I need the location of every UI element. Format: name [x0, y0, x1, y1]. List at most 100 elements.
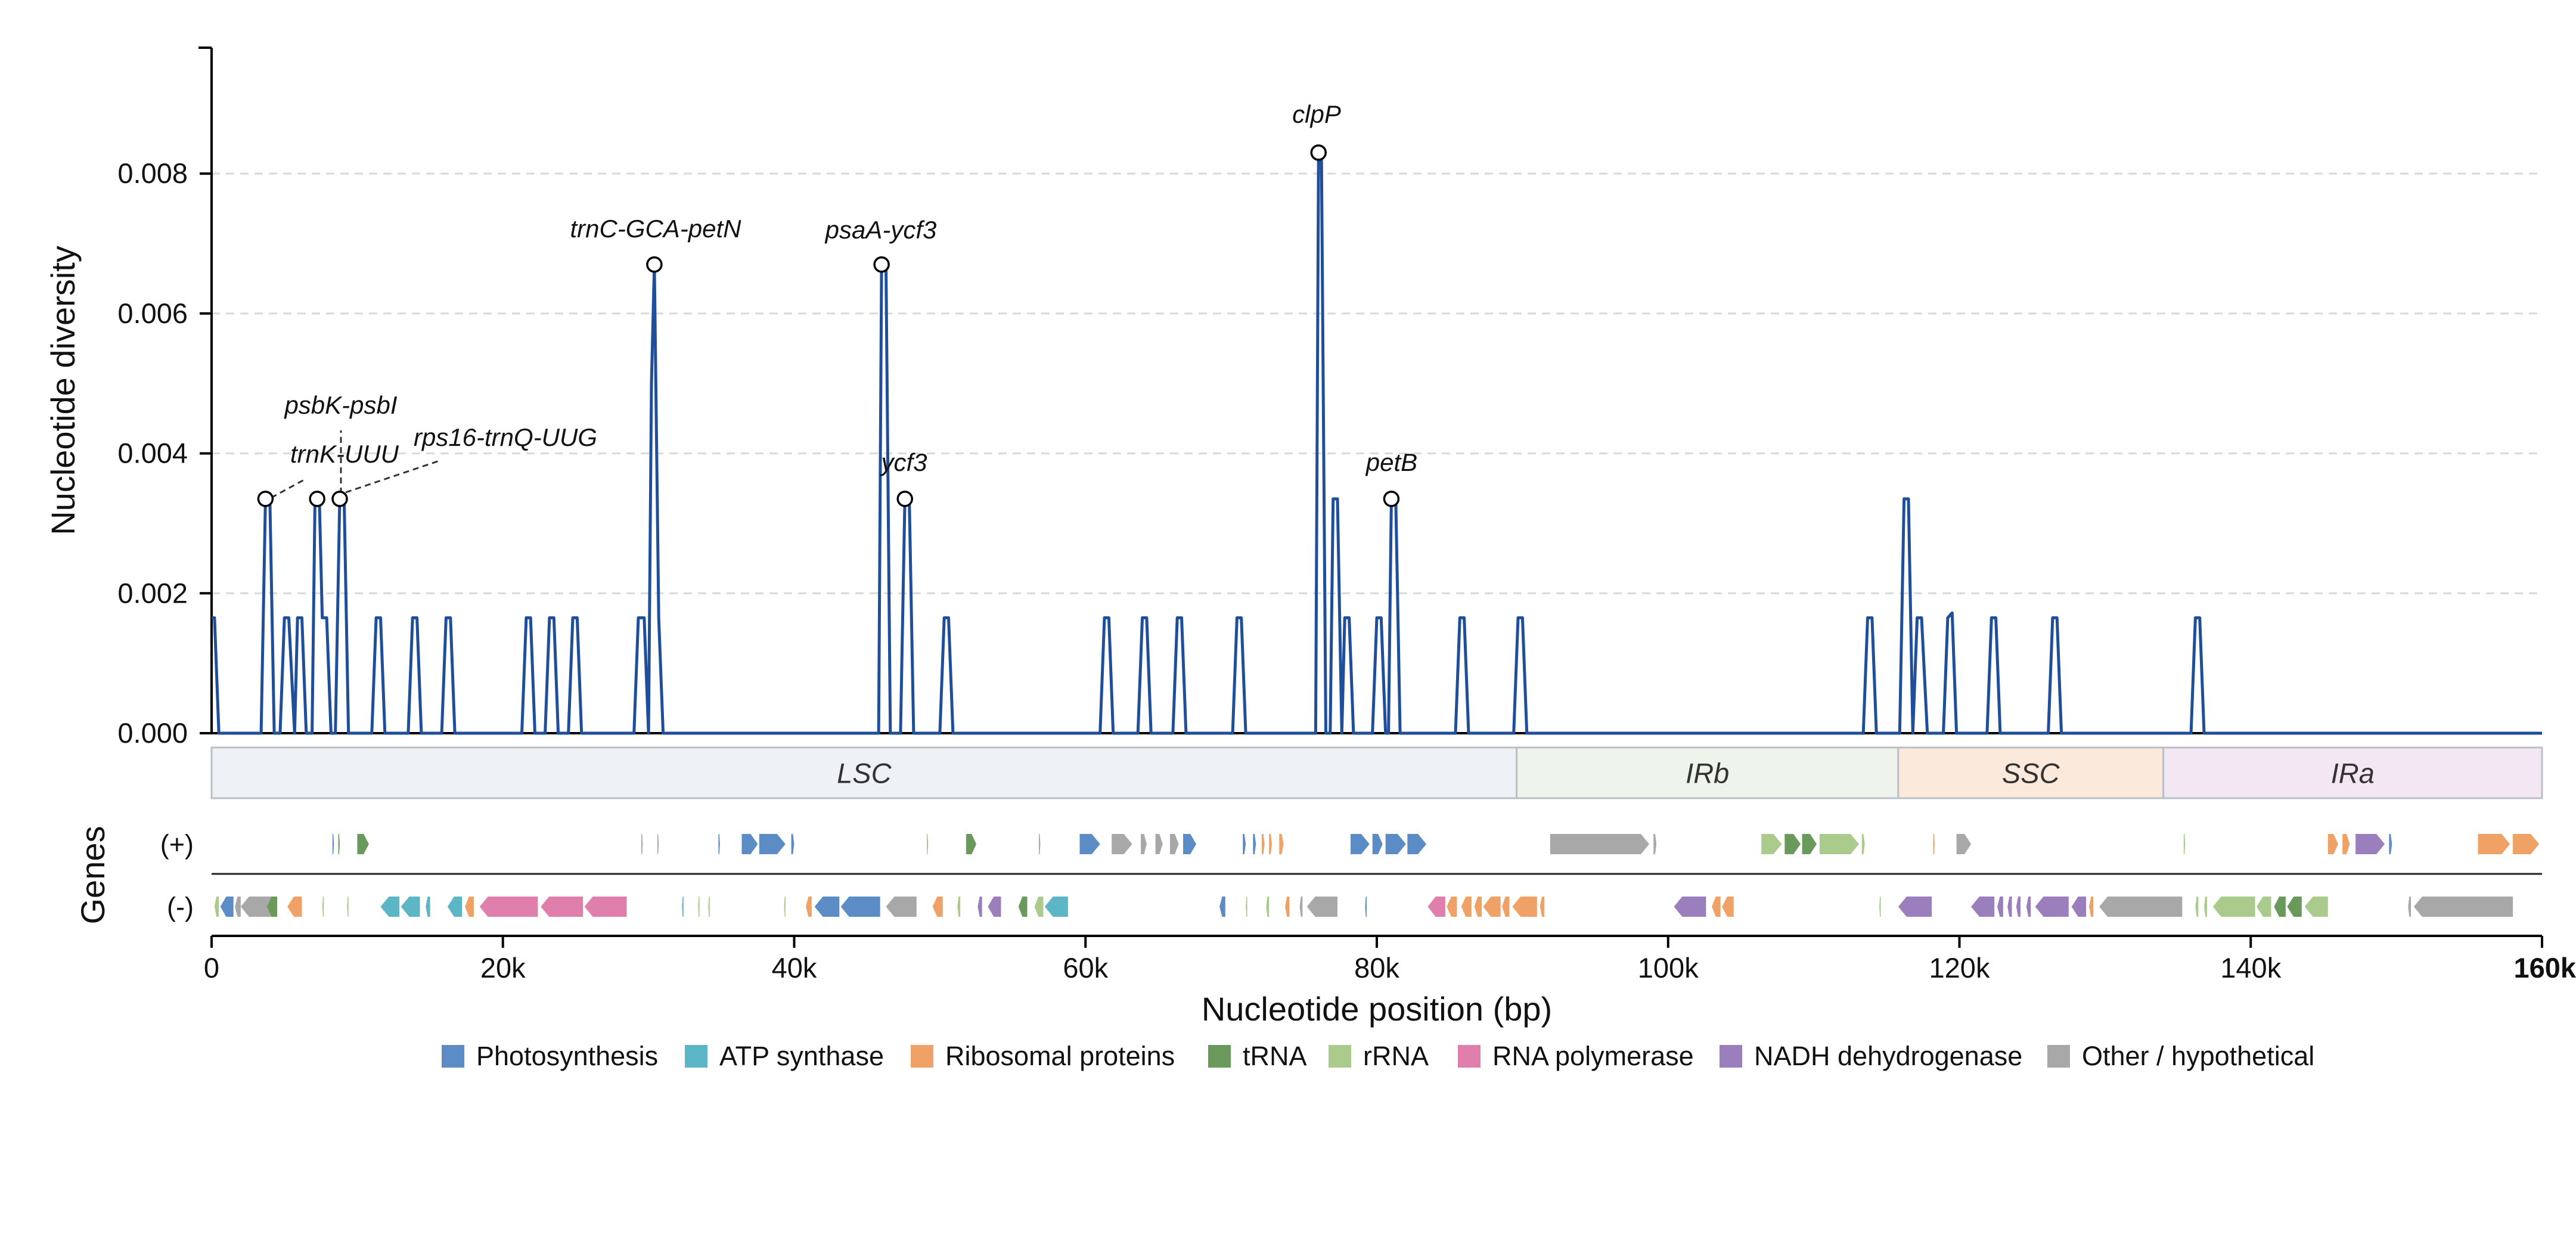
gene-arrow — [1653, 834, 1657, 854]
region-label: IRb — [1686, 758, 1729, 789]
gene-arrow — [957, 897, 961, 917]
gene-arrow — [401, 897, 420, 917]
peak-label: trnC-GCA-petN — [570, 215, 741, 243]
gene-arrow — [966, 834, 976, 854]
gene-arrow — [1034, 897, 1044, 917]
gene-arrow — [1956, 834, 1972, 854]
gene-arrow — [2287, 897, 2302, 917]
gene-arrow — [1170, 834, 1179, 854]
legend-label: NADH dehydrogenase — [1754, 1041, 2022, 1071]
legend-swatch — [1329, 1045, 1351, 1068]
genome-regions: LSC IRb SSC IRa — [210, 746, 2543, 799]
y-tick-label: 0.004 — [117, 438, 188, 469]
gene-arrow — [2413, 897, 2513, 917]
gene-arrow — [2195, 897, 2199, 917]
peak-annotations: trnK-UUU psbK-psbI rps16-trnQ-UUG trnC-GCA-… — [283, 100, 1417, 476]
peak-label: ycf3 — [879, 448, 927, 476]
x-axis-title: Nucleotide position (bp) — [1202, 990, 1552, 1028]
gene-arrow — [2389, 834, 2392, 854]
gene-arrow — [1183, 834, 1196, 854]
gene-arrow — [235, 897, 241, 917]
gene-arrow — [1427, 897, 1445, 917]
gene-arrow — [1674, 897, 1706, 917]
gene-arrow — [1253, 834, 1256, 854]
gene-arrow — [1079, 834, 1100, 854]
gene-arrow — [718, 834, 720, 854]
legend-swatch — [1208, 1045, 1231, 1068]
legend-swatch — [1720, 1045, 1742, 1068]
gene-arrow — [347, 897, 349, 917]
legend-swatch — [685, 1045, 707, 1068]
gene-arrow — [708, 897, 710, 917]
legend-label: ATP synthase — [719, 1041, 884, 1071]
gene-arrow — [2007, 897, 2012, 917]
x-tick-label: 20k — [480, 952, 526, 984]
legend-label: Other / hypothetical — [2082, 1041, 2314, 1071]
gene-arrow — [932, 897, 943, 917]
gene-arrow — [1512, 897, 1537, 917]
gridlines — [212, 172, 2542, 594]
diversity-series-line — [212, 151, 2542, 735]
legend-label: rRNA — [1363, 1041, 1429, 1071]
gene-arrow — [1461, 897, 1472, 917]
gene-arrow — [1112, 834, 1132, 854]
gene-arrow — [2355, 834, 2385, 854]
region-box — [2162, 746, 2543, 799]
peak-marker — [309, 491, 325, 507]
gene-arrow — [220, 897, 234, 917]
gene-arrow — [541, 897, 584, 917]
gene-arrow — [1285, 897, 1290, 917]
gene-arrow — [1299, 897, 1303, 917]
gene-arrow — [2099, 897, 2183, 917]
gene-track: (+) (-) — [160, 829, 2542, 922]
gene-arrow — [1243, 834, 1246, 854]
gene-arrow — [2035, 897, 2069, 917]
gene-arrow — [1802, 834, 1817, 854]
gene-arrow — [814, 897, 840, 917]
region-label: IRa — [2331, 758, 2375, 789]
gene-arrow — [1898, 897, 1932, 917]
gene-arrow — [1712, 897, 1721, 917]
gene-arrow — [2304, 897, 2328, 917]
x-tick-label: 160k — [2513, 952, 2576, 984]
x-tick-label: 140k — [2220, 952, 2281, 984]
gene-arrow — [1540, 897, 1544, 917]
gene-arrow — [1819, 834, 1859, 854]
gene-arrow — [2257, 897, 2271, 917]
gene-arrow — [2408, 897, 2411, 917]
legend: Photosynthesis ATP synthase Ribosomal prot… — [442, 1041, 2314, 1071]
gene-arrow — [287, 897, 302, 917]
peak-label: psaA-ycf3 — [824, 216, 937, 244]
gene-arrow — [266, 897, 277, 917]
y-tick-label: 0.006 — [117, 297, 188, 329]
peak-label: psbK-psbI — [283, 391, 397, 419]
gene-arrow — [1246, 897, 1247, 917]
gene-arrow — [1861, 834, 1865, 854]
gene-arrow — [1879, 897, 1881, 917]
gene-arrow — [1407, 834, 1427, 854]
gene-arrow — [2327, 834, 2338, 854]
gene-arrow — [1044, 897, 1068, 917]
peak-marker — [257, 491, 274, 507]
gene-arrow — [2342, 834, 2350, 854]
gene-arrow — [214, 897, 219, 917]
region-box — [210, 746, 1518, 799]
gene-arrow — [1372, 834, 1383, 854]
gene-arrow — [357, 834, 369, 854]
gene-arrow — [1155, 834, 1163, 854]
gene-arrow — [2513, 834, 2540, 854]
gene-arrow — [332, 834, 334, 854]
leader-trnK-UUU — [271, 479, 305, 499]
gene-arrow — [322, 897, 324, 917]
gene-arrow — [1266, 897, 1270, 917]
legend-label: Photosynthesis — [476, 1041, 658, 1071]
gene-arrow — [1261, 834, 1265, 854]
gene-arrow — [1018, 897, 1028, 917]
legend-swatch — [911, 1045, 933, 1068]
gene-arrow — [2204, 897, 2207, 917]
gene-arrow — [2016, 897, 2021, 917]
gene-arrow — [1933, 834, 1935, 854]
gene-arrow — [1385, 834, 1406, 854]
gene-arrow — [479, 897, 538, 917]
legend-swatch — [1458, 1045, 1481, 1068]
